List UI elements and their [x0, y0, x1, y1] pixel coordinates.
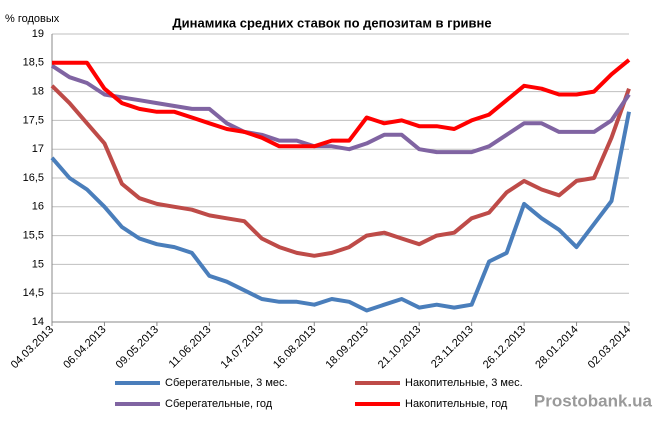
x-tick-label: 14.07.2013: [219, 324, 266, 371]
legend-label: Сберегательные, год: [165, 398, 273, 410]
x-tick-label: 21.10.2013: [376, 324, 423, 371]
x-tick-label: 09.05.2013: [114, 324, 161, 371]
y-tick-label: 15,5: [23, 230, 44, 242]
x-tick-label: 28.01.2014: [533, 324, 580, 371]
y-tick-label: 17,5: [23, 114, 44, 126]
y-tick-label: 18: [32, 86, 44, 98]
series-line: [52, 58, 631, 149]
series-line: [50, 111, 631, 313]
y-tick-label: 16: [32, 201, 44, 213]
y-tick-label: 17: [32, 143, 44, 155]
chart-title: Динамика средних ставок по депозитам в г…: [172, 15, 491, 30]
x-tick-label: 02.03.2014: [586, 324, 633, 371]
x-tick-label: 16.08.2013: [271, 324, 318, 371]
y-tick-label: 19: [32, 28, 44, 40]
y-axis-label: % годовых: [5, 13, 60, 25]
y-tick-label: 18,5: [23, 57, 44, 69]
x-tick-label: 23.11.2013: [429, 324, 476, 371]
series-line: [50, 84, 631, 258]
y-tick-label: 14,5: [23, 287, 44, 299]
watermark: Prostobank.ua: [534, 391, 653, 410]
legend-label: Накопительные, 3 мес.: [405, 377, 523, 389]
y-tick-label: 16,5: [23, 172, 44, 184]
x-tick-label: 04.03.2013: [9, 324, 56, 371]
legend-label: Накопительные, год: [405, 398, 508, 410]
x-tick-label: 11.06.2013: [167, 324, 214, 371]
x-tick-label: 26.12.2013: [481, 324, 528, 371]
y-tick-label: 15: [32, 258, 44, 270]
y-tick-label: 14: [32, 316, 44, 328]
x-tick-label: 18.09.2013: [323, 324, 370, 371]
x-tick-label: 06.04.2013: [61, 324, 108, 371]
legend-label: Сберегательные, 3 мес.: [165, 377, 288, 389]
series-line: [50, 64, 631, 155]
